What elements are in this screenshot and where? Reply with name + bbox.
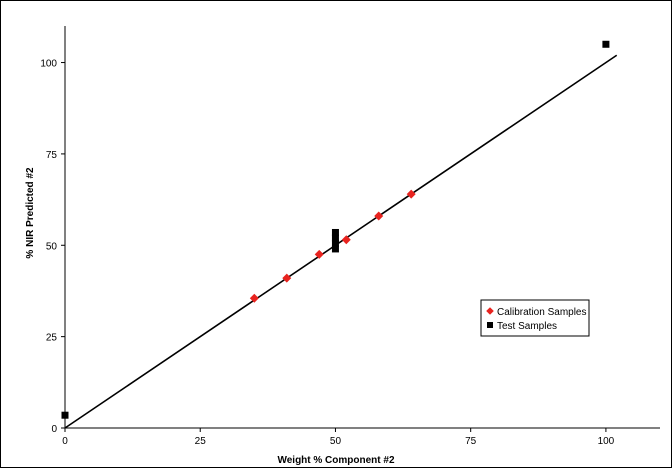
axes: 0 25 50 75 100 0 25 50 75 100	[40, 26, 660, 447]
calibration-sample-point	[406, 189, 416, 199]
calibration-sample-point	[249, 293, 259, 303]
y-tick-label: 0	[51, 424, 57, 435]
x-tick-label: 100	[598, 436, 615, 447]
x-axis-title: Weight % Component #2	[277, 455, 394, 466]
y-tick-label: 100	[40, 59, 57, 70]
test-sample-point	[602, 40, 610, 48]
legend-label: Calibration Samples	[497, 307, 587, 318]
legend-box	[480, 299, 590, 337]
y-tick-label: 75	[46, 150, 58, 161]
test-sample-point	[331, 239, 339, 247]
data-points	[61, 40, 610, 419]
test-sample-point	[61, 411, 69, 419]
calibration-sample-point	[374, 211, 384, 221]
y-axis-title: % NIR Predicted #2	[25, 167, 36, 259]
test-sample-point	[331, 234, 339, 242]
y-tick-label: 50	[46, 241, 58, 252]
legend-label: Test Samples	[497, 321, 557, 332]
test-sample-point	[331, 245, 339, 253]
calibration-sample-point	[314, 249, 324, 259]
x-tick-label: 25	[195, 436, 207, 447]
legend-marker-calibration	[486, 307, 494, 315]
x-tick-label: 75	[465, 436, 477, 447]
fit-line	[64, 54, 618, 429]
x-tick-label: 50	[330, 436, 342, 447]
y-tick-label: 25	[46, 333, 58, 344]
x-tick-label: 0	[62, 436, 68, 447]
calibration-sample-point	[341, 235, 351, 245]
legend: Calibration Samples Test Samples	[480, 299, 590, 337]
calibration-sample-point	[282, 273, 292, 283]
fit-line-group	[64, 54, 618, 429]
legend-marker-test	[487, 322, 493, 328]
test-sample-point	[331, 228, 339, 236]
